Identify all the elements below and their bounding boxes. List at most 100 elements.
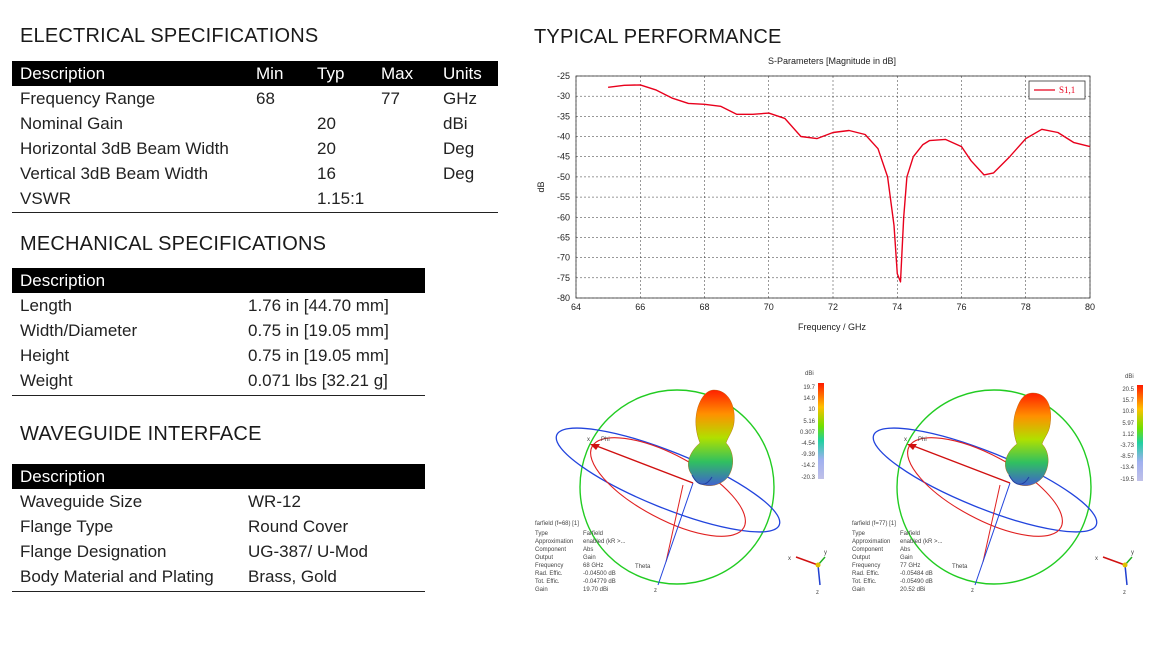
cell-description: VSWR — [20, 188, 71, 208]
z-axis-line — [974, 482, 1011, 586]
theta-line — [982, 484, 1001, 563]
cell-typ: 20 — [317, 138, 336, 158]
colorbar: dBi 19.7 14.9 10 5.16 0.307 -4.54 -9.39 … — [800, 371, 824, 481]
lobe-base — [691, 474, 713, 485]
info-value: Gain — [583, 555, 596, 561]
triad-y-label: y — [824, 550, 827, 556]
colorbar-tick: -9.39 — [801, 452, 815, 458]
y-tick-label: -55 — [557, 192, 570, 202]
info-key: Rad. Effic. — [535, 571, 563, 577]
x-tick-label: 74 — [892, 302, 902, 312]
triad-z-label: z — [816, 590, 819, 596]
farfield-info: farfield (f=68) [1] Type Farfield Approx… — [535, 521, 626, 593]
table-header: Description Min Typ Max Units — [12, 61, 498, 86]
z-axis-text: z — [971, 588, 974, 594]
colorbar-tick: 1.12 — [1122, 432, 1134, 438]
sphere-circle — [579, 389, 775, 585]
info-value: 77 GHz — [900, 563, 920, 569]
elevation-ring — [590, 437, 746, 537]
cell-description: Length — [20, 295, 72, 315]
header-max: Max — [381, 63, 414, 83]
colorbar-tick: -20.3 — [801, 475, 815, 481]
cell-units: Deg — [443, 163, 475, 183]
cell-units: dBi — [443, 113, 468, 133]
header-units: Units — [443, 63, 482, 83]
x-axis-line — [593, 444, 694, 484]
table-row: Waveguide Size WR-12 — [12, 489, 425, 514]
info-value: 68 GHz — [583, 563, 603, 569]
x-tick-label: 64 — [571, 302, 581, 312]
info-title: farfield (f=68) [1] — [535, 521, 579, 527]
info-key: Component — [852, 547, 883, 553]
info-value: Gain — [900, 555, 913, 561]
info-key: Frequency — [535, 563, 563, 569]
x-axis-line — [910, 444, 1011, 484]
info-key: Type — [535, 531, 549, 537]
cell-description: Height — [20, 345, 70, 365]
x-tick-label: 76 — [956, 302, 966, 312]
electrical-table: Description Min Typ Max Units Frequency … — [12, 61, 498, 213]
x-tick-label: 80 — [1085, 302, 1095, 312]
info-value: -0.05484 dB — [900, 571, 933, 577]
table-row: Nominal Gain 20 dBi — [12, 111, 498, 136]
info-value: -0.05490 dB — [900, 579, 933, 585]
table-header: Description — [12, 268, 425, 293]
cell-min: 68 — [256, 88, 275, 108]
info-key: Frequency — [852, 563, 880, 569]
info-key: Approximation — [852, 539, 890, 545]
table-row: Length 1.76 in [44.70 mm] — [12, 293, 425, 318]
table-row: Body Material and Plating Brass, Gold — [12, 564, 425, 589]
theta-axis-text: Theta — [635, 564, 651, 570]
info-value: Abs — [900, 547, 910, 553]
table-row: Height 0.75 in [19.05 mm] — [12, 343, 425, 368]
info-key: Approximation — [535, 539, 573, 545]
y-tick-label: -45 — [557, 152, 570, 162]
axis-triad-icon: x y z — [1095, 550, 1134, 596]
electrical-title: ELECTRICAL SPECIFICATIONS — [20, 25, 319, 47]
y-tick-label: -40 — [557, 132, 570, 142]
info-value: enabled (kR >... — [900, 539, 943, 545]
info-title: farfield (f=77) [1] — [852, 521, 896, 527]
info-key: Type — [852, 531, 866, 537]
cell-typ: 16 — [317, 163, 336, 183]
colorbar: dBi 20.5 15.7 10.8 5.97 1.12 -3.73 -8.57… — [1120, 374, 1143, 483]
info-value: enabled (kR >... — [583, 539, 626, 545]
table-row: Vertical 3dB Beam Width 16 Deg — [12, 161, 498, 186]
x-axis-text: x — [904, 437, 907, 443]
z-axis-line — [657, 482, 694, 586]
y-tick-label: -25 — [557, 71, 570, 81]
triad-z-label: z — [1123, 590, 1126, 596]
cell-value: Round Cover — [248, 516, 349, 536]
colorbar-tick: -14.2 — [801, 463, 815, 469]
table-row: Frequency Range 68 77 GHz — [12, 86, 498, 111]
legend-label: S1,1 — [1059, 85, 1075, 95]
radiation-lobe — [1005, 392, 1051, 486]
y-tick-label: -50 — [557, 172, 570, 182]
colorbar-tick: 10.8 — [1122, 409, 1134, 415]
z-axis-text: z — [654, 588, 657, 594]
sphere-circle — [896, 389, 1092, 585]
colorbar-tick: -3.73 — [1120, 443, 1134, 449]
waveguide-table: Description Waveguide Size WR-12 Flange … — [12, 464, 425, 592]
info-key: Component — [535, 547, 566, 553]
colorbar-tick: -13.4 — [1120, 465, 1134, 471]
y-tick-labels: -25 -30 -35 -40 -45 -50 -55 -60 -65 -70 -75 -80 — [557, 71, 570, 303]
colorbar-tick: 5.16 — [803, 419, 815, 425]
cell-typ: 1.15:1 — [317, 188, 365, 208]
colorbar-gradient — [1137, 385, 1143, 481]
colorbar-gradient — [818, 383, 824, 479]
triad-x-label: x — [788, 556, 791, 562]
x-tick-label: 72 — [828, 302, 838, 312]
s-parameter-chart: S-Parameters [Magnitude in dB] 64 66 68 70 7… — [536, 56, 1095, 332]
table-row: Flange Type Round Cover — [12, 514, 425, 539]
table-header: Description — [12, 464, 425, 489]
cell-description: Weight — [20, 370, 73, 390]
y-tick-label: -30 — [557, 91, 570, 101]
y-tick-label: -65 — [557, 232, 570, 242]
phi-axis-text: Phi — [601, 437, 610, 443]
theta-line — [665, 484, 684, 563]
colorbar-tick: 19.7 — [803, 385, 815, 391]
info-value: 20.52 dBi — [900, 587, 925, 593]
x-tick-label: 68 — [699, 302, 709, 312]
info-value: 19.70 dBi — [583, 587, 608, 593]
